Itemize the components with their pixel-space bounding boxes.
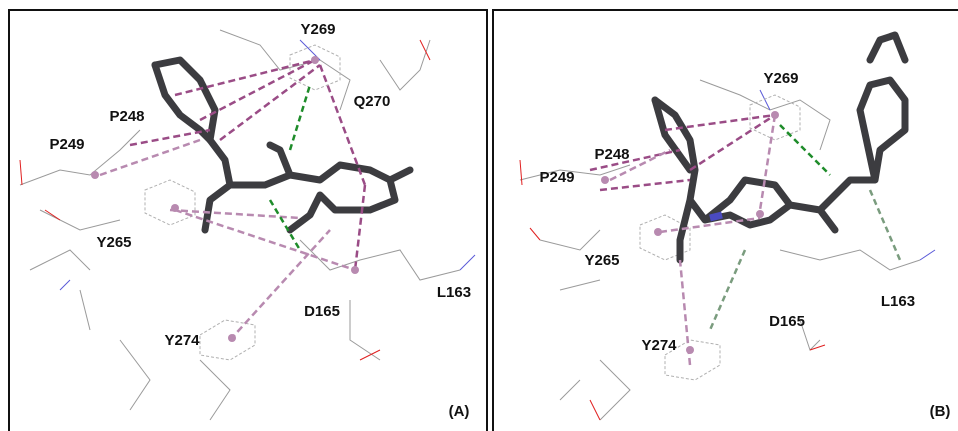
residue-label: L163 <box>881 293 915 310</box>
residue-label: Y269 <box>763 70 798 87</box>
panel-tag: (A) <box>449 403 470 420</box>
panel-tag: (B) <box>930 403 951 420</box>
residue-label: L163 <box>437 284 471 301</box>
panel-frame <box>493 10 958 431</box>
panel-a: Y269 Q270 P248 P249 Y265 L163 D165 Y274 … <box>9 10 487 431</box>
residue-label: P248 <box>109 108 144 125</box>
residue-label: Y265 <box>96 234 131 251</box>
residue-label: Q270 <box>354 93 391 110</box>
figure: Y269 Q270 P248 P249 Y265 L163 D165 Y274 … <box>0 0 958 431</box>
residue-label: P249 <box>49 136 84 153</box>
residue-label: Y265 <box>584 252 619 269</box>
residue-label: D165 <box>304 303 340 320</box>
residue-label: Y274 <box>641 337 677 354</box>
residue-label: Y269 <box>300 21 335 38</box>
residue-label: P248 <box>594 146 629 163</box>
panel-b: Y269 P248 P249 Y265 L163 D165 Y274 (B) <box>493 10 958 431</box>
residue-label: D165 <box>769 313 805 330</box>
residue-label: Y274 <box>164 332 200 349</box>
panel-frame <box>9 10 487 431</box>
residue-label: P249 <box>539 169 574 186</box>
